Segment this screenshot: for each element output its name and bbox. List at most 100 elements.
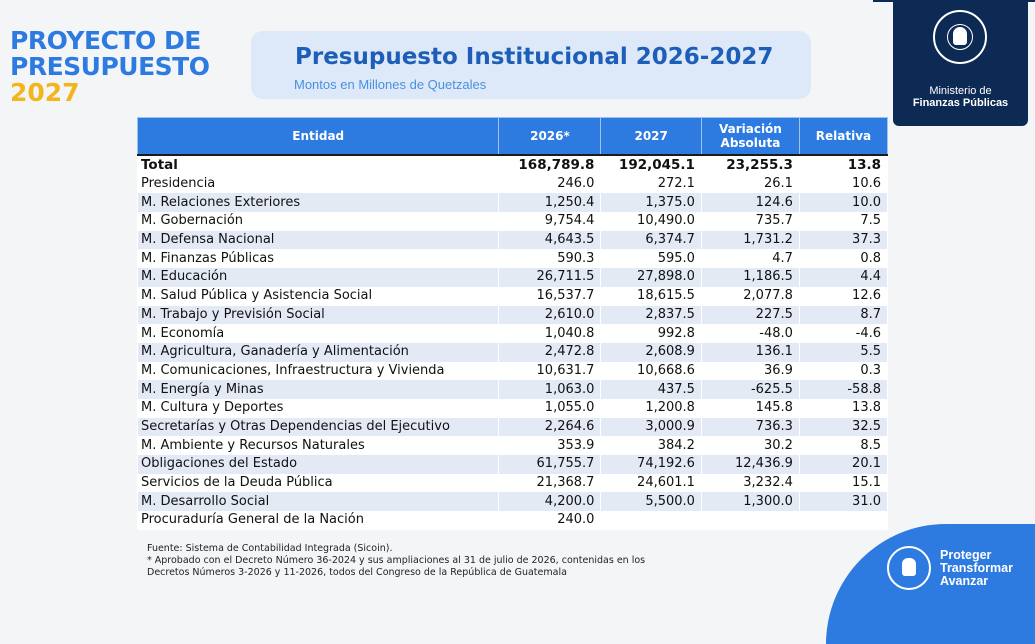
header-2026: 2026* — [498, 117, 602, 156]
project-brand: PROYECTO DE PRESUPUESTO 2027 — [10, 26, 210, 106]
cell-2027: 10,490.0 — [600, 212, 702, 231]
cell-2027: 595.0 — [600, 249, 702, 269]
cell-2027: 10,668.6 — [600, 361, 702, 381]
cell-2027 — [600, 511, 702, 530]
cell-2027: 1,375.0 — [600, 193, 702, 213]
cell-entidad: M. Trabajo y Previsión Social — [136, 305, 500, 325]
cell-relativa: 37.3 — [798, 230, 889, 250]
cell-entidad: Servicios de la Deuda Pública — [136, 473, 500, 493]
page-subtitle: Montos en Millones de Quetzales — [294, 77, 487, 92]
cell-variacion-absoluta: 136.1 — [700, 342, 800, 362]
cell-variacion-absoluta: 26.1 — [700, 174, 800, 194]
cell-2026: 26,711.5 — [498, 268, 602, 287]
cell-variacion-absoluta: 1,731.2 — [700, 230, 800, 250]
guatemala-seal-icon — [933, 10, 987, 64]
table-row: M. Desarrollo Social 4,200.0 5,500.0 1,300.… — [136, 492, 889, 512]
cell-relativa: -58.8 — [798, 380, 889, 399]
cell-2027: 18,615.5 — [600, 286, 702, 306]
cell-variacion-absoluta: 227.5 — [700, 305, 800, 325]
cell-2027: 3,000.9 — [600, 417, 702, 437]
cell-entidad: M. Gobernación — [136, 212, 500, 231]
cell-entidad: M. Economía — [136, 324, 500, 343]
footnote-line-1: * Aprobado con el Decreto Número 36-2024… — [147, 555, 646, 566]
cell-2027: 384.2 — [600, 436, 702, 455]
table-row: M. Trabajo y Previsión Social 2,610.0 2,83… — [136, 305, 889, 325]
header-2027: 2027 — [600, 117, 702, 156]
cell-entidad: M. Energía y Minas — [136, 380, 500, 399]
cell-2026: 240.0 — [498, 511, 602, 530]
cell-variacion-absoluta: 3,232.4 — [700, 473, 800, 493]
cell-2027: 992.8 — [600, 324, 702, 343]
cell-relativa: 10.0 — [798, 193, 889, 213]
cell-relativa: 13.8 — [798, 398, 889, 418]
ministry-line-2: Finanzas Públicas — [912, 97, 1009, 109]
cell-variacion-absoluta: 145.8 — [700, 398, 800, 418]
table-row: M. Salud Pública y Asistencia Social 16,5… — [136, 286, 889, 306]
cell-entidad: Procuraduría General de la Nación — [136, 511, 500, 530]
table-row: Presidencia 246.0 272.1 26.1 10.6 — [136, 174, 889, 194]
table-row: M. Defensa Nacional 4,643.5 6,374.7 1,731.2… — [136, 230, 889, 250]
footnote-line-2: Decretos Números 3-2026 y 11-2026, todos… — [147, 567, 567, 578]
cell-2026: 10,631.7 — [498, 361, 602, 381]
cell-relativa — [798, 511, 889, 530]
table-header-row: Entidad 2026* 2027 Variación Absoluta Re… — [136, 117, 889, 156]
cell-relativa: 4.4 — [798, 268, 889, 287]
cell-variacion-absoluta: -625.5 — [700, 380, 800, 399]
cell-relativa: 10.6 — [798, 174, 889, 194]
cell-2026: 590.3 — [498, 249, 602, 269]
cell-variacion-absoluta — [700, 511, 800, 530]
cell-variacion-absoluta: 36.9 — [700, 361, 800, 381]
cell-2027: 2,837.5 — [600, 305, 702, 325]
table-row: M. Finanzas Públicas 590.3 595.0 4.7 0.8 — [136, 249, 889, 269]
cell-entidad: M. Salud Pública y Asistencia Social — [136, 286, 500, 306]
title-panel: Presupuesto Institucional 2026-2027 Mont… — [251, 31, 811, 99]
cell-2027: 6,374.7 — [600, 230, 702, 250]
cell-variacion-absoluta: 736.3 — [700, 417, 800, 437]
header-entidad: Entidad — [136, 117, 500, 156]
header-variacion-absoluta: Variación Absoluta — [700, 117, 800, 156]
cell-2027: 74,192.6 — [600, 455, 702, 474]
total-label: Total — [136, 154, 500, 175]
cell-entidad: M. Relaciones Exteriores — [136, 193, 500, 213]
table-row: M. Ambiente y Recursos Naturales 353.9 384… — [136, 436, 889, 455]
cell-entidad: Secretarías y Otras Dependencias del Eje… — [136, 417, 500, 437]
cell-2026: 16,537.7 — [498, 286, 602, 306]
total-row: Total 168,789.8 192,045.1 23,255.3 13.8 — [136, 154, 889, 175]
cell-entidad: M. Cultura y Deportes — [136, 398, 500, 418]
slogan-text: Proteger Transformar Avanzar — [940, 549, 1013, 588]
cell-relativa: 20.1 — [798, 455, 889, 474]
cell-variacion-absoluta: 30.2 — [700, 436, 800, 455]
cell-entidad: M. Desarrollo Social — [136, 492, 500, 512]
cell-2027: 2,608.9 — [600, 342, 702, 362]
brand-line-1: PROYECTO DE — [10, 26, 201, 55]
total-abs: 23,255.3 — [700, 154, 800, 175]
brand-line-2: PRESUPUESTO — [10, 52, 210, 81]
cell-entidad: Obligaciones del Estado — [136, 455, 500, 474]
cell-relativa: 7.5 — [798, 212, 889, 231]
ministry-logo-panel: Ministerio de Finanzas Públicas — [893, 0, 1028, 126]
table-row: M. Agricultura, Ganadería y Alimentación… — [136, 342, 889, 362]
cell-2027: 5,500.0 — [600, 492, 702, 512]
cell-variacion-absoluta: 4.7 — [700, 249, 800, 269]
cell-variacion-absoluta: -48.0 — [700, 324, 800, 343]
cell-relativa: -4.6 — [798, 324, 889, 343]
table-row: Servicios de la Deuda Pública 21,368.7 24,… — [136, 473, 889, 493]
total-rel: 13.8 — [798, 154, 889, 175]
cell-2027: 24,601.1 — [600, 473, 702, 493]
table-row: M. Gobernación 9,754.4 10,490.0 735.7 7.5 — [136, 212, 889, 231]
cell-2027: 437.5 — [600, 380, 702, 399]
cell-2026: 1,055.0 — [498, 398, 602, 418]
table-row: M. Educación 26,711.5 27,898.0 1,186.5 4.4 — [136, 268, 889, 287]
cell-2026: 4,200.0 — [498, 492, 602, 512]
cell-entidad: M. Comunicaciones, Infraestructura y Viv… — [136, 361, 500, 381]
cell-entidad: M. Educación — [136, 268, 500, 287]
cell-2026: 61,755.7 — [498, 455, 602, 474]
cell-2026: 4,643.5 — [498, 230, 602, 250]
cell-entidad: M. Defensa Nacional — [136, 230, 500, 250]
cell-2026: 1,040.8 — [498, 324, 602, 343]
cell-2027: 1,200.8 — [600, 398, 702, 418]
cell-relativa: 15.1 — [798, 473, 889, 493]
cell-relativa: 8.7 — [798, 305, 889, 325]
table-row: Secretarías y Otras Dependencias del Eje… — [136, 417, 889, 437]
table-row: Obligaciones del Estado 61,755.7 74,192.6 1… — [136, 455, 889, 474]
